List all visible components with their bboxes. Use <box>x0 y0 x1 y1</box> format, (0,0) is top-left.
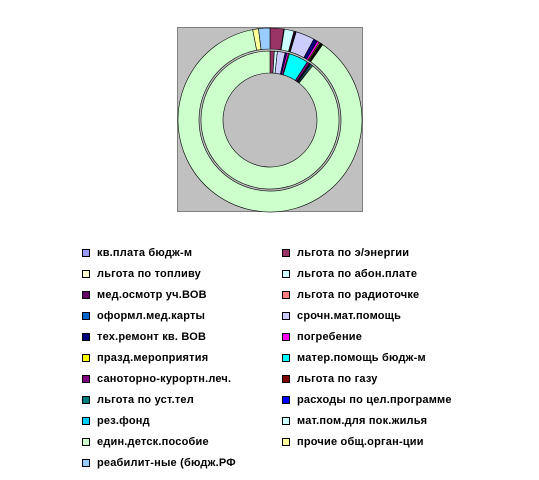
ring-1-slice-19 <box>200 50 340 190</box>
legend-swatch <box>82 459 90 467</box>
legend-item-14: льгота по газу <box>282 372 378 386</box>
legend-label: саноторно-курортн.леч. <box>97 373 232 385</box>
legend-swatch <box>82 291 90 299</box>
legend-label: мат.пом.для пок.жилья <box>297 415 428 427</box>
legend-swatch <box>282 249 290 257</box>
legend-item-20: прочие общ.орган-ции <box>282 435 424 449</box>
legend-swatch <box>282 375 290 383</box>
ring-2-slice-19 <box>177 29 363 213</box>
legend-item-13: саноторно-курортн.леч. <box>82 372 231 386</box>
legend-label: срочн.мат.помощь <box>297 310 402 322</box>
legend-item-18: мат.пом.для пок.жилья <box>282 414 427 428</box>
legend-label: льгота по топливу <box>97 268 201 280</box>
legend-label: реабилит-ные (бюдж.РФ <box>97 457 236 469</box>
legend-item-5: мед.осмотр уч.ВОВ <box>82 288 207 302</box>
legend-label: льгота по э/энергии <box>297 247 410 259</box>
legend-label: расходы по цел.программе <box>297 394 452 406</box>
legend-item-8: срочн.мат.помощь <box>282 309 401 323</box>
legend-swatch <box>282 312 290 320</box>
legend-swatch <box>82 417 90 425</box>
ring-2-slice-21 <box>258 27 271 50</box>
legend-item-4: льгота по абон.плате <box>282 267 417 281</box>
legend-item-19: един.детск.пособие <box>82 435 209 449</box>
legend-swatch <box>82 312 90 320</box>
legend-item-9: тех.ремонт кв. ВОВ <box>82 330 206 344</box>
legend-label: льгота по абон.плате <box>297 268 418 280</box>
legend-swatch <box>82 375 90 383</box>
legend-swatch <box>282 438 290 446</box>
legend-swatch <box>282 291 290 299</box>
legend-label: един.детск.пособие <box>97 436 209 448</box>
legend-label: тех.ремонт кв. ВОВ <box>97 331 207 343</box>
legend-label: льгота по радиоточке <box>297 289 420 301</box>
legend-label: прочие общ.орган-ции <box>297 436 424 448</box>
legend-item-12: матер.помощь бюдж-м <box>282 351 426 365</box>
legend-swatch <box>82 396 90 404</box>
legend-item-11: празд.мероприятия <box>82 351 208 365</box>
legend-label: кв.плата бюдж-м <box>97 247 193 259</box>
legend-label: рез.фонд <box>97 415 150 427</box>
legend-label: оформл.мед.карты <box>97 310 206 322</box>
legend-item-1: кв.плата бюдж-м <box>82 246 192 260</box>
legend-item-16: расходы по цел.программе <box>282 393 452 407</box>
legend-item-21: реабилит-ные (бюдж.РФ <box>82 456 236 470</box>
legend-item-10: погребение <box>282 330 362 344</box>
legend-item-15: льгота по уст.тел <box>82 393 194 407</box>
legend-label: мед.осмотр уч.ВОВ <box>97 289 207 301</box>
legend-label: матер.помощь бюдж-м <box>297 352 426 364</box>
legend-swatch <box>82 333 90 341</box>
legend-item-6: льгота по радиоточке <box>282 288 419 302</box>
legend-swatch <box>82 354 90 362</box>
legend-swatch <box>82 249 90 257</box>
legend-label: погребение <box>297 331 363 343</box>
legend-swatch <box>282 354 290 362</box>
legend-swatch <box>82 438 90 446</box>
legend-item-2: льгота по э/энергии <box>282 246 409 260</box>
legend-label: празд.мероприятия <box>97 352 209 364</box>
legend-swatch <box>282 396 290 404</box>
doughnut-chart <box>177 27 363 213</box>
legend-swatch <box>282 417 290 425</box>
legend-swatch <box>282 270 290 278</box>
legend-label: льгота по уст.тел <box>97 394 194 406</box>
legend-swatch <box>82 270 90 278</box>
legend-swatch <box>282 333 290 341</box>
legend-item-7: оформл.мед.карты <box>82 309 205 323</box>
legend-label: льгота по газу <box>297 373 378 385</box>
legend-item-3: льгота по топливу <box>82 267 201 281</box>
legend-item-17: рез.фонд <box>82 414 150 428</box>
